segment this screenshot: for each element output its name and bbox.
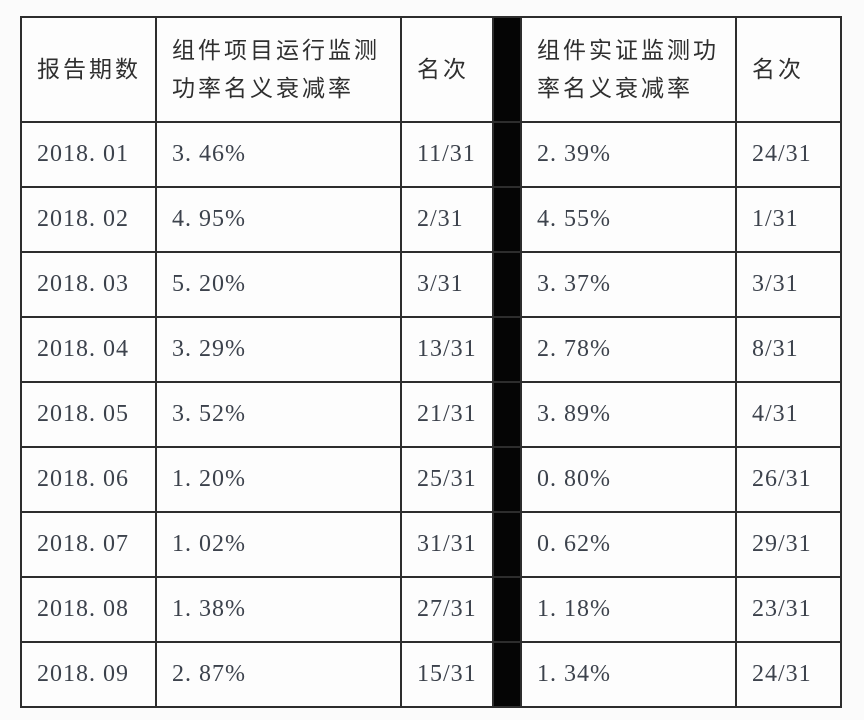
cell-empirical-rate: 3. 37%	[520, 251, 737, 318]
black-divider-bar	[492, 316, 522, 383]
black-divider-bar	[492, 251, 522, 318]
table-row: 2018. 04 3. 29% 13/31 2. 78% 8/31	[20, 316, 842, 383]
cell-empirical-rate: 1. 34%	[520, 641, 737, 708]
cell-project-rate: 3. 46%	[155, 121, 402, 188]
cell-project-rate: 1. 38%	[155, 576, 402, 643]
cell-report-period: 2018. 02	[20, 186, 157, 253]
decay-rate-table: 报告期数 组件项目运行监测功率名义衰减率 名次 组件实证监测功率名义衰减率 名次…	[20, 16, 842, 708]
table-header-row: 报告期数 组件项目运行监测功率名义衰减率 名次 组件实证监测功率名义衰减率 名次	[20, 16, 842, 123]
cell-report-period: 2018. 08	[20, 576, 157, 643]
cell-empirical-rate: 0. 80%	[520, 446, 737, 513]
table-row: 2018. 07 1. 02% 31/31 0. 62% 29/31	[20, 511, 842, 578]
cell-project-rank: 15/31	[400, 641, 494, 708]
cell-empirical-rank: 3/31	[735, 251, 842, 318]
cell-empirical-rate: 0. 62%	[520, 511, 737, 578]
header-rank-left: 名次	[400, 16, 494, 123]
header-project-monitoring-decay-rate: 组件项目运行监测功率名义衰减率	[155, 16, 402, 123]
header-empirical-monitoring-decay-rate: 组件实证监测功率名义衰减率	[520, 16, 737, 123]
cell-empirical-rank: 24/31	[735, 641, 842, 708]
cell-report-period: 2018. 04	[20, 316, 157, 383]
table-row: 2018. 06 1. 20% 25/31 0. 80% 26/31	[20, 446, 842, 513]
cell-project-rate: 4. 95%	[155, 186, 402, 253]
black-divider-bar	[492, 641, 522, 708]
cell-project-rate: 3. 52%	[155, 381, 402, 448]
cell-empirical-rate: 3. 89%	[520, 381, 737, 448]
black-divider-bar	[492, 186, 522, 253]
cell-project-rate: 3. 29%	[155, 316, 402, 383]
cell-project-rate: 1. 20%	[155, 446, 402, 513]
cell-project-rank: 27/31	[400, 576, 494, 643]
table-row: 2018. 09 2. 87% 15/31 1. 34% 24/31	[20, 641, 842, 708]
cell-empirical-rate: 4. 55%	[520, 186, 737, 253]
black-divider-bar	[492, 16, 522, 123]
header-rank-right: 名次	[735, 16, 842, 123]
header-report-period: 报告期数	[20, 16, 157, 123]
black-divider-bar	[492, 576, 522, 643]
cell-project-rank: 3/31	[400, 251, 494, 318]
cell-empirical-rank: 29/31	[735, 511, 842, 578]
table-row: 2018. 03 5. 20% 3/31 3. 37% 3/31	[20, 251, 842, 318]
cell-project-rate: 5. 20%	[155, 251, 402, 318]
table-row: 2018. 05 3. 52% 21/31 3. 89% 4/31	[20, 381, 842, 448]
cell-empirical-rank: 24/31	[735, 121, 842, 188]
table-row: 2018. 02 4. 95% 2/31 4. 55% 1/31	[20, 186, 842, 253]
cell-empirical-rate: 2. 78%	[520, 316, 737, 383]
cell-empirical-rate: 1. 18%	[520, 576, 737, 643]
cell-project-rank: 2/31	[400, 186, 494, 253]
cell-project-rate: 1. 02%	[155, 511, 402, 578]
cell-empirical-rate: 2. 39%	[520, 121, 737, 188]
table-body: 2018. 01 3. 46% 11/31 2. 39% 24/31 2018.…	[20, 121, 842, 708]
black-divider-bar	[492, 381, 522, 448]
cell-project-rank: 25/31	[400, 446, 494, 513]
cell-report-period: 2018. 09	[20, 641, 157, 708]
cell-project-rate: 2. 87%	[155, 641, 402, 708]
cell-report-period: 2018. 01	[20, 121, 157, 188]
cell-report-period: 2018. 07	[20, 511, 157, 578]
cell-empirical-rank: 4/31	[735, 381, 842, 448]
cell-empirical-rank: 26/31	[735, 446, 842, 513]
cell-empirical-rank: 23/31	[735, 576, 842, 643]
cell-report-period: 2018. 05	[20, 381, 157, 448]
cell-report-period: 2018. 06	[20, 446, 157, 513]
black-divider-bar	[492, 446, 522, 513]
cell-empirical-rank: 1/31	[735, 186, 842, 253]
table-row: 2018. 08 1. 38% 27/31 1. 18% 23/31	[20, 576, 842, 643]
cell-project-rank: 11/31	[400, 121, 494, 188]
cell-project-rank: 21/31	[400, 381, 494, 448]
black-divider-bar	[492, 511, 522, 578]
cell-empirical-rank: 8/31	[735, 316, 842, 383]
table-row: 2018. 01 3. 46% 11/31 2. 39% 24/31	[20, 121, 842, 188]
cell-project-rank: 31/31	[400, 511, 494, 578]
cell-project-rank: 13/31	[400, 316, 494, 383]
black-divider-bar	[492, 121, 522, 188]
cell-report-period: 2018. 03	[20, 251, 157, 318]
